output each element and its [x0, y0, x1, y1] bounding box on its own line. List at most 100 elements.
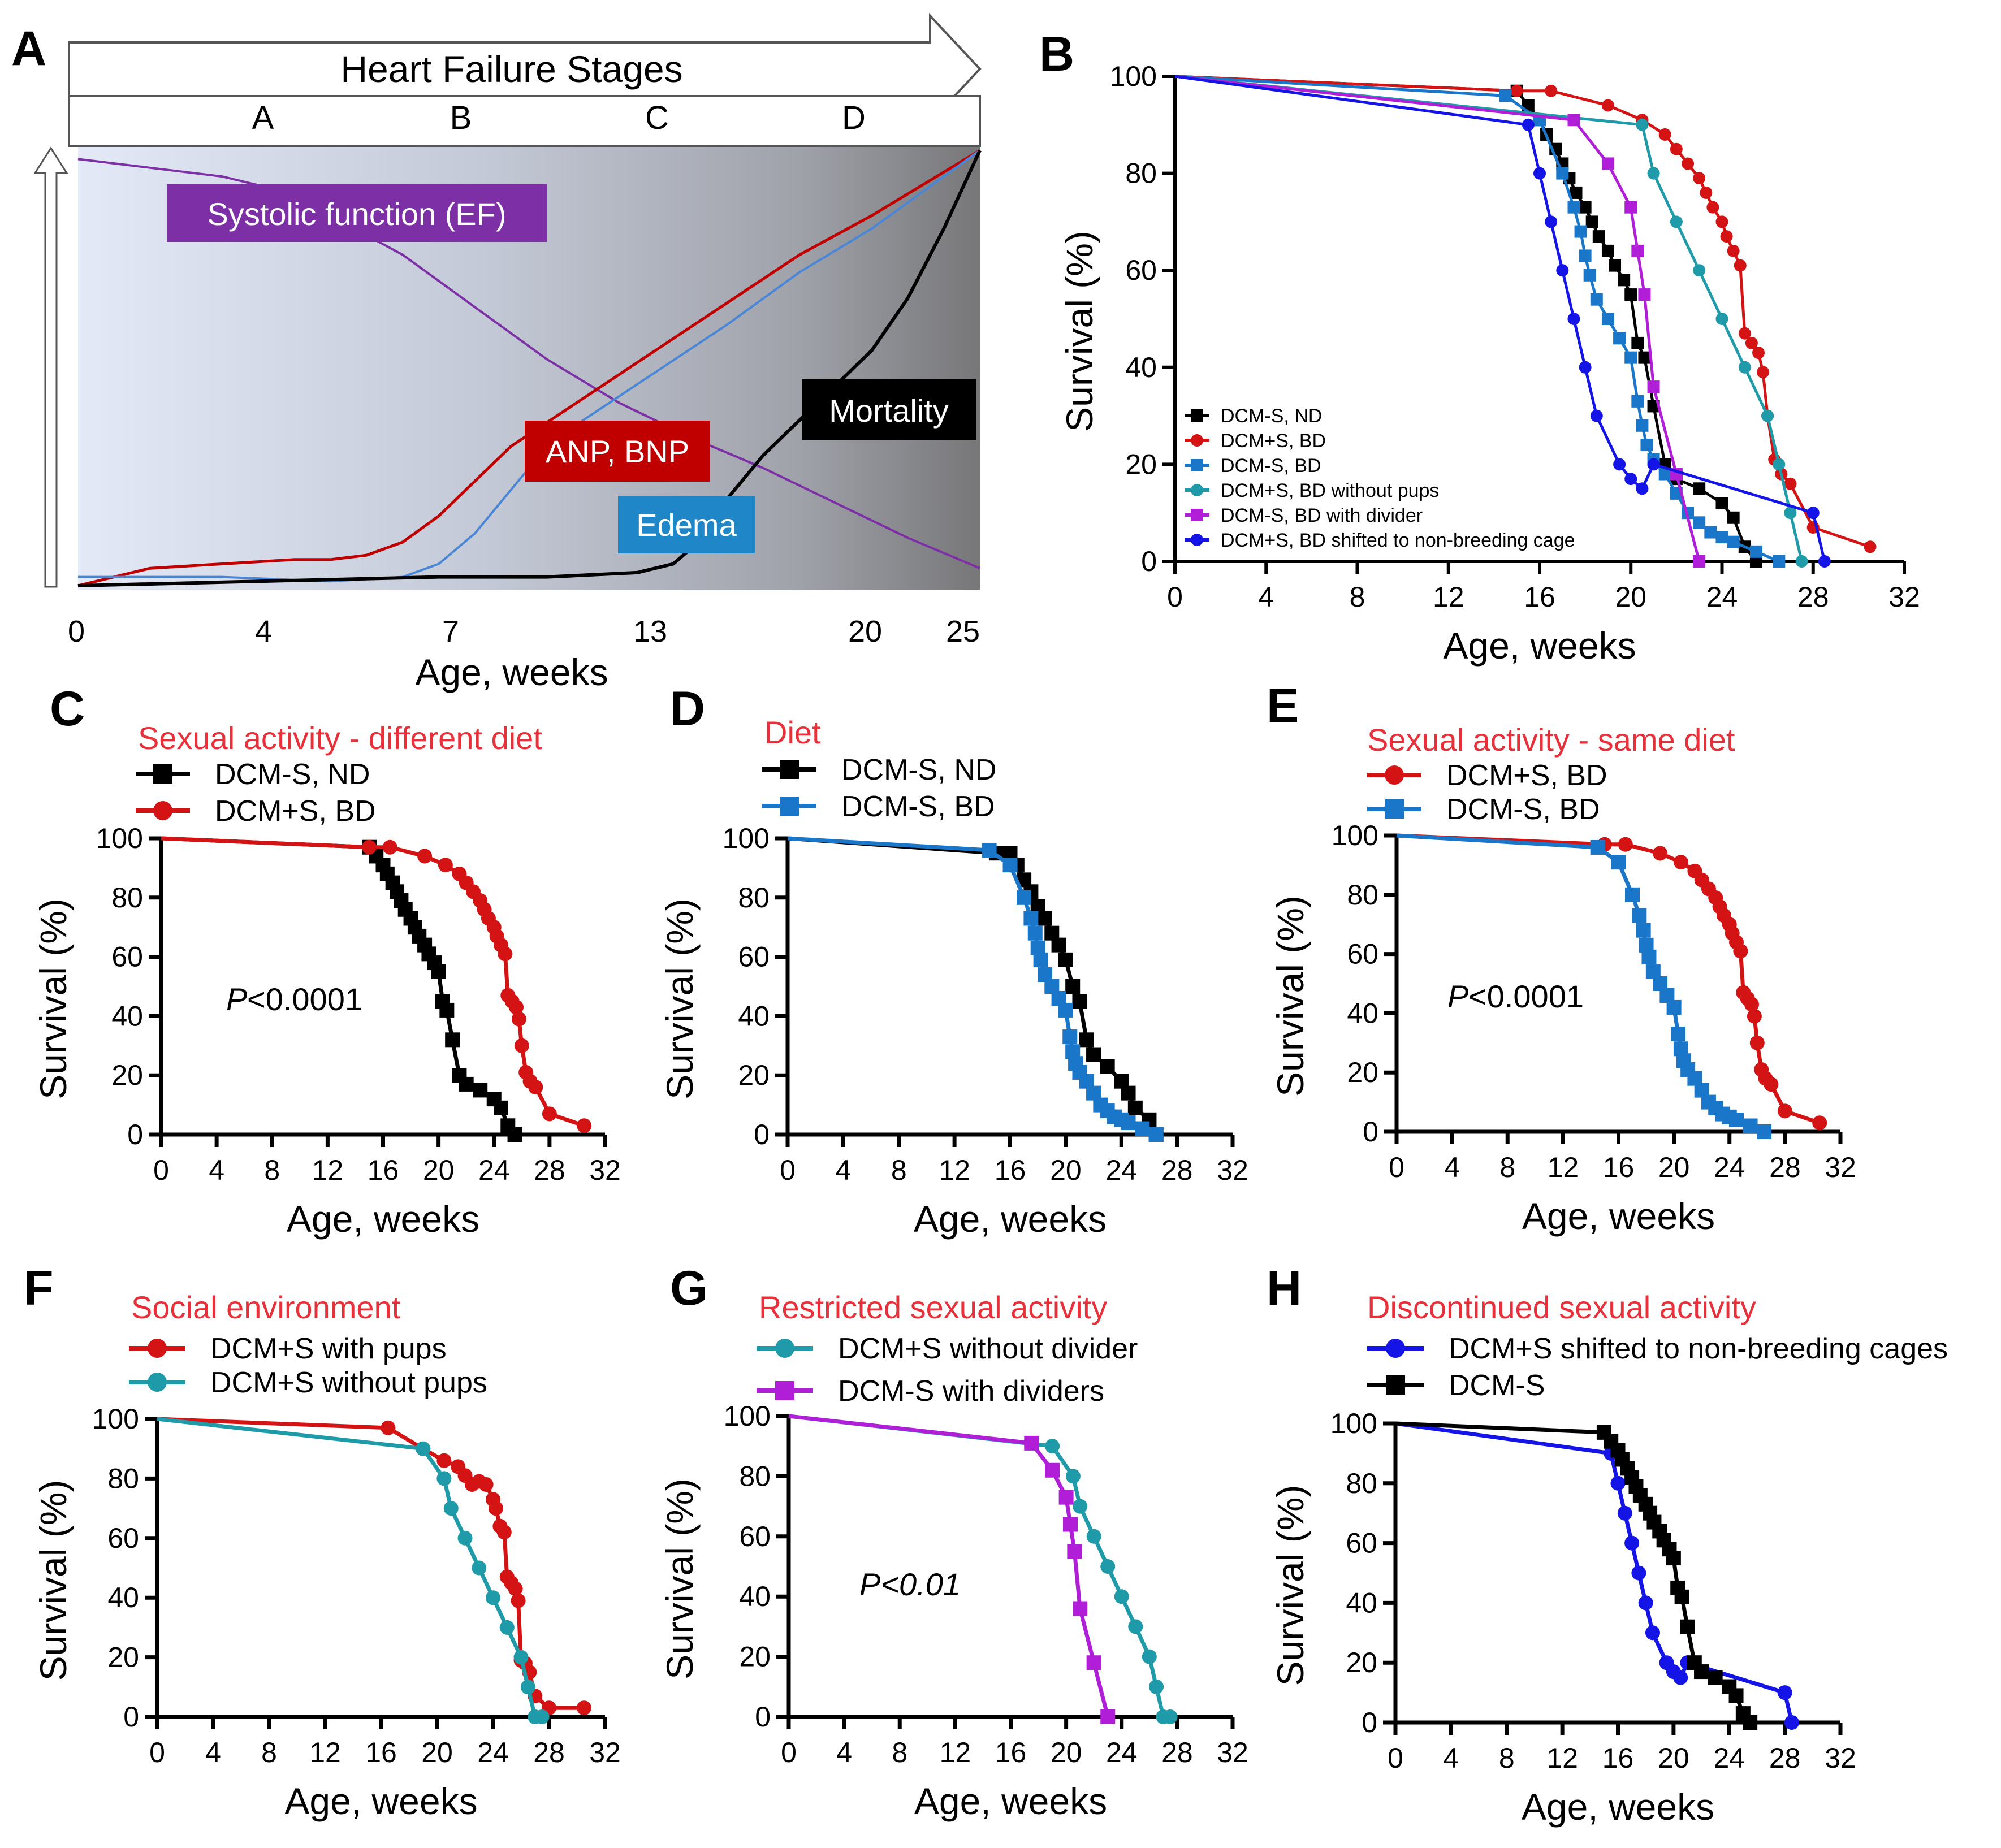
x-tick-label: 28: [1797, 581, 1829, 613]
data-point: [1601, 244, 1614, 257]
x-tick-label: 0: [1388, 1742, 1403, 1774]
data-point: [438, 858, 453, 873]
x-tick-label: 0: [780, 1154, 796, 1186]
x-tick-label: 8: [264, 1154, 280, 1186]
data-point: [1777, 1103, 1792, 1119]
x-tick-label: 28: [1161, 1154, 1193, 1186]
x-tick-label: 12: [1433, 581, 1464, 613]
data-point: [1058, 1002, 1073, 1018]
data-point: [1625, 887, 1640, 902]
data-point: [1086, 1529, 1101, 1544]
anp-curve: [77, 149, 981, 587]
age-tick-20: 20: [848, 614, 882, 648]
legend-label: DCM-S, BD: [841, 790, 995, 823]
data-point: [577, 1118, 592, 1133]
y-tick-label: 0: [1362, 1707, 1377, 1738]
x-tick-label: 20: [1050, 1154, 1082, 1186]
data-point: [1647, 167, 1660, 180]
data-point: [459, 1076, 474, 1092]
x-tick-label: 12: [939, 1154, 970, 1186]
age-tick-25: 25: [946, 614, 980, 648]
chart-title: Social environment: [131, 1289, 401, 1325]
data-point: [1617, 1505, 1632, 1521]
x-tick-label: 16: [1603, 1152, 1635, 1183]
systolic-curve: [77, 158, 980, 570]
y-tick-label: 40: [111, 1000, 143, 1032]
x-tick-label: 8: [892, 1737, 907, 1768]
x-tick-label: 8: [891, 1154, 907, 1186]
x-axis-title: Age, weeks: [284, 1780, 477, 1822]
data-point: [1086, 1047, 1101, 1062]
data-point: [1728, 1688, 1744, 1703]
y-tick-label: 80: [111, 882, 143, 914]
data-point: [1624, 1535, 1640, 1551]
data-point: [1067, 1544, 1082, 1559]
data-point: [1747, 1009, 1762, 1024]
data-point: [473, 1083, 488, 1098]
legend-swatch-marker: [148, 1373, 167, 1392]
data-point: [1706, 201, 1719, 214]
data-point: [1583, 269, 1596, 282]
data-point: [1673, 1670, 1688, 1685]
panel-b-chart: B 0 4 8 12 16 20 24 28 32 0 20 40 60 80 100 Age, weeks Su…: [1039, 27, 1920, 667]
age-tick-4: 4: [255, 614, 272, 648]
y-tick-label: 0: [127, 1119, 143, 1150]
data-point: [1743, 1715, 1758, 1730]
x-axis-title: Age, weeks: [1522, 1786, 1714, 1828]
data-point: [1121, 1115, 1136, 1131]
x-tick-label: 0: [153, 1154, 169, 1186]
panel-letter-g: G: [670, 1261, 708, 1315]
data-point: [1749, 545, 1762, 558]
data-point: [508, 1581, 523, 1596]
data-point: [1727, 511, 1740, 524]
x-tick-label: 4: [836, 1737, 852, 1768]
data-point: [436, 1453, 452, 1468]
y-tick-label: 20: [1347, 1057, 1378, 1088]
stage-label-d: D: [842, 99, 866, 136]
stage-label-a: A: [252, 99, 274, 136]
legend-swatch-marker: [1191, 484, 1203, 496]
x-tick-label: 4: [1443, 1742, 1459, 1774]
p-value: <0.0001: [1468, 979, 1584, 1014]
data-point: [1592, 230, 1605, 243]
x-tick-label: 28: [1769, 1152, 1801, 1183]
data-point: [1590, 409, 1603, 422]
data-point: [1670, 1027, 1685, 1042]
data-point: [431, 964, 446, 979]
legend-label: DCM+S without divider: [838, 1332, 1138, 1365]
legend-label: DCM+S shifted to non-breeding cages: [1449, 1332, 1948, 1365]
x-tick-label: 0: [1167, 581, 1183, 613]
x-tick-label: 12: [1546, 1742, 1578, 1774]
y-tick-label: 60: [107, 1522, 139, 1554]
data-point: [1638, 288, 1651, 301]
chart-title: Discontinued sexual activity: [1367, 1289, 1756, 1325]
edema-label-box: [618, 496, 755, 553]
panel-d-chart: D 0 4 8 12 16 20 24 28 32 0 20 40 60 80 100 Age, weeks Su…: [659, 682, 1248, 1240]
data-point: [1499, 89, 1512, 102]
data-point: [1761, 409, 1774, 422]
y-tick-label: 80: [739, 1460, 771, 1492]
data-point: [1610, 1475, 1626, 1491]
y-tick-label: 60: [739, 1521, 771, 1552]
legend-label: DCM+S, BD: [215, 795, 376, 828]
data-point: [361, 839, 377, 855]
y-tick-label: 40: [738, 1000, 770, 1032]
data-point: [1636, 419, 1649, 432]
chart-title: Restricted sexual activity: [759, 1289, 1107, 1325]
age-tick-13: 13: [633, 614, 667, 648]
legend-swatch-marker: [1385, 765, 1404, 785]
data-point: [1645, 1625, 1660, 1641]
panel-letter-a: A: [11, 21, 46, 76]
data-point: [496, 1525, 512, 1540]
data-point: [1670, 142, 1683, 155]
data-point: [1784, 477, 1797, 490]
data-point: [1065, 979, 1081, 994]
data-point: [1784, 507, 1797, 520]
data-point: [1693, 264, 1706, 277]
data-point: [1693, 172, 1706, 185]
data-point: [1715, 531, 1728, 544]
data-point: [1556, 167, 1569, 180]
data-point: [1624, 201, 1637, 214]
x-tick-label: 0: [1389, 1152, 1404, 1183]
data-point: [1567, 114, 1580, 127]
